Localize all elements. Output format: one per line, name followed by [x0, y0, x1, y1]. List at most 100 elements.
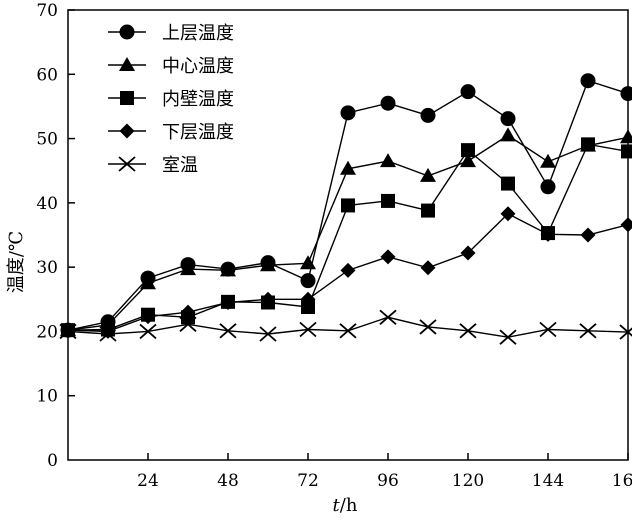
data-point-stroke — [299, 321, 317, 338]
data-point-stroke — [99, 326, 117, 342]
y-tick-label: 50 — [36, 130, 58, 150]
data-point-stroke — [339, 323, 357, 339]
series-4 — [60, 206, 632, 339]
data-point-stroke — [379, 309, 397, 325]
x-tick-label: 144 — [532, 471, 564, 491]
data-point — [340, 160, 356, 175]
data-point — [380, 95, 396, 111]
series-5 — [59, 309, 632, 345]
data-point — [580, 227, 596, 243]
data-point — [540, 226, 556, 242]
legend-entry: 内壁温度 — [108, 89, 234, 110]
data-point-stroke — [59, 323, 77, 340]
data-point — [339, 323, 357, 339]
data-point — [340, 105, 356, 121]
legend-entry: 室温 — [108, 155, 198, 176]
x-tick-label: 72 — [297, 471, 319, 491]
data-point — [419, 319, 437, 335]
legend-entry: 上层温度 — [108, 23, 234, 44]
y-tick-label: 60 — [36, 65, 58, 85]
data-point — [220, 295, 236, 310]
data-point-stroke — [219, 323, 237, 339]
data-point — [260, 291, 276, 307]
data-point — [579, 323, 597, 339]
data-point — [260, 257, 276, 272]
y-tick-label: 30 — [36, 258, 58, 278]
data-point-stroke — [539, 321, 557, 338]
data-point — [179, 316, 197, 333]
data-point — [59, 323, 77, 340]
data-point — [140, 309, 156, 325]
data-point — [540, 179, 556, 195]
legend-marker-stroke — [118, 156, 136, 172]
data-point — [300, 291, 316, 307]
data-point — [620, 217, 632, 233]
data-point-stroke — [459, 323, 477, 339]
data-point — [341, 198, 355, 213]
data-point — [581, 137, 595, 152]
data-point — [379, 309, 397, 325]
y-tick-label: 10 — [36, 387, 58, 407]
data-point — [300, 255, 316, 270]
data-point — [620, 86, 632, 102]
y-tick-label: 70 — [36, 1, 58, 21]
data-point — [460, 84, 476, 100]
y-axis-label: 温度/℃ — [6, 231, 27, 293]
data-point — [621, 144, 632, 159]
data-point — [460, 153, 476, 168]
data-point — [501, 176, 515, 191]
data-point — [459, 323, 477, 339]
data-point — [301, 300, 315, 314]
data-point — [300, 273, 316, 289]
data-point-stroke — [419, 319, 437, 335]
data-point — [420, 260, 436, 276]
data-point — [140, 275, 156, 290]
axes: 0 10 20 30 40 50 60 70 24 48 72 96 120 144 168 — [36, 1, 632, 491]
legend-label: 内壁温度 — [162, 89, 234, 110]
data-point-stroke — [579, 323, 597, 339]
data-point-stroke — [259, 326, 277, 342]
legend-label: 中心温度 — [162, 56, 234, 77]
data-point — [380, 153, 396, 168]
x-axis-label-unit: /h — [340, 495, 358, 516]
data-point — [500, 111, 516, 127]
legend-entry: 中心温度 — [108, 56, 234, 77]
legend-marker — [118, 156, 136, 172]
data-point — [421, 203, 435, 218]
data-point — [180, 304, 196, 320]
y-tick-label: 0 — [47, 451, 58, 471]
data-point — [500, 127, 516, 142]
data-point — [460, 245, 476, 261]
x-tick-label: 24 — [137, 471, 159, 491]
data-point — [420, 167, 436, 182]
data-point-stroke — [139, 323, 157, 340]
legend-label: 上层温度 — [162, 23, 234, 44]
y-tick-label: 20 — [36, 322, 58, 342]
data-point — [220, 262, 236, 277]
data-point — [299, 321, 317, 338]
y-tick-label: 40 — [36, 194, 58, 214]
data-point — [139, 323, 157, 340]
data-point — [620, 129, 632, 144]
x-tick-label: 120 — [452, 471, 484, 491]
legend-marker — [119, 57, 135, 71]
legend-marker — [119, 24, 135, 40]
data-point — [539, 321, 557, 338]
data-point — [340, 262, 356, 278]
legend-label: 室温 — [162, 155, 198, 176]
legend-entry: 下层温度 — [108, 122, 234, 143]
data-point — [100, 323, 116, 339]
data-point-stroke — [499, 329, 517, 345]
data-point — [619, 324, 632, 340]
data-point — [420, 107, 436, 123]
series-layer — [59, 73, 632, 345]
data-point — [99, 326, 117, 342]
data-point-stroke — [179, 316, 197, 333]
x-tick-label: 48 — [217, 471, 239, 491]
plot-frame — [67, 9, 629, 461]
data-point — [461, 143, 475, 158]
legend-marker — [120, 91, 134, 105]
x-axis-label-var: t — [333, 495, 341, 516]
